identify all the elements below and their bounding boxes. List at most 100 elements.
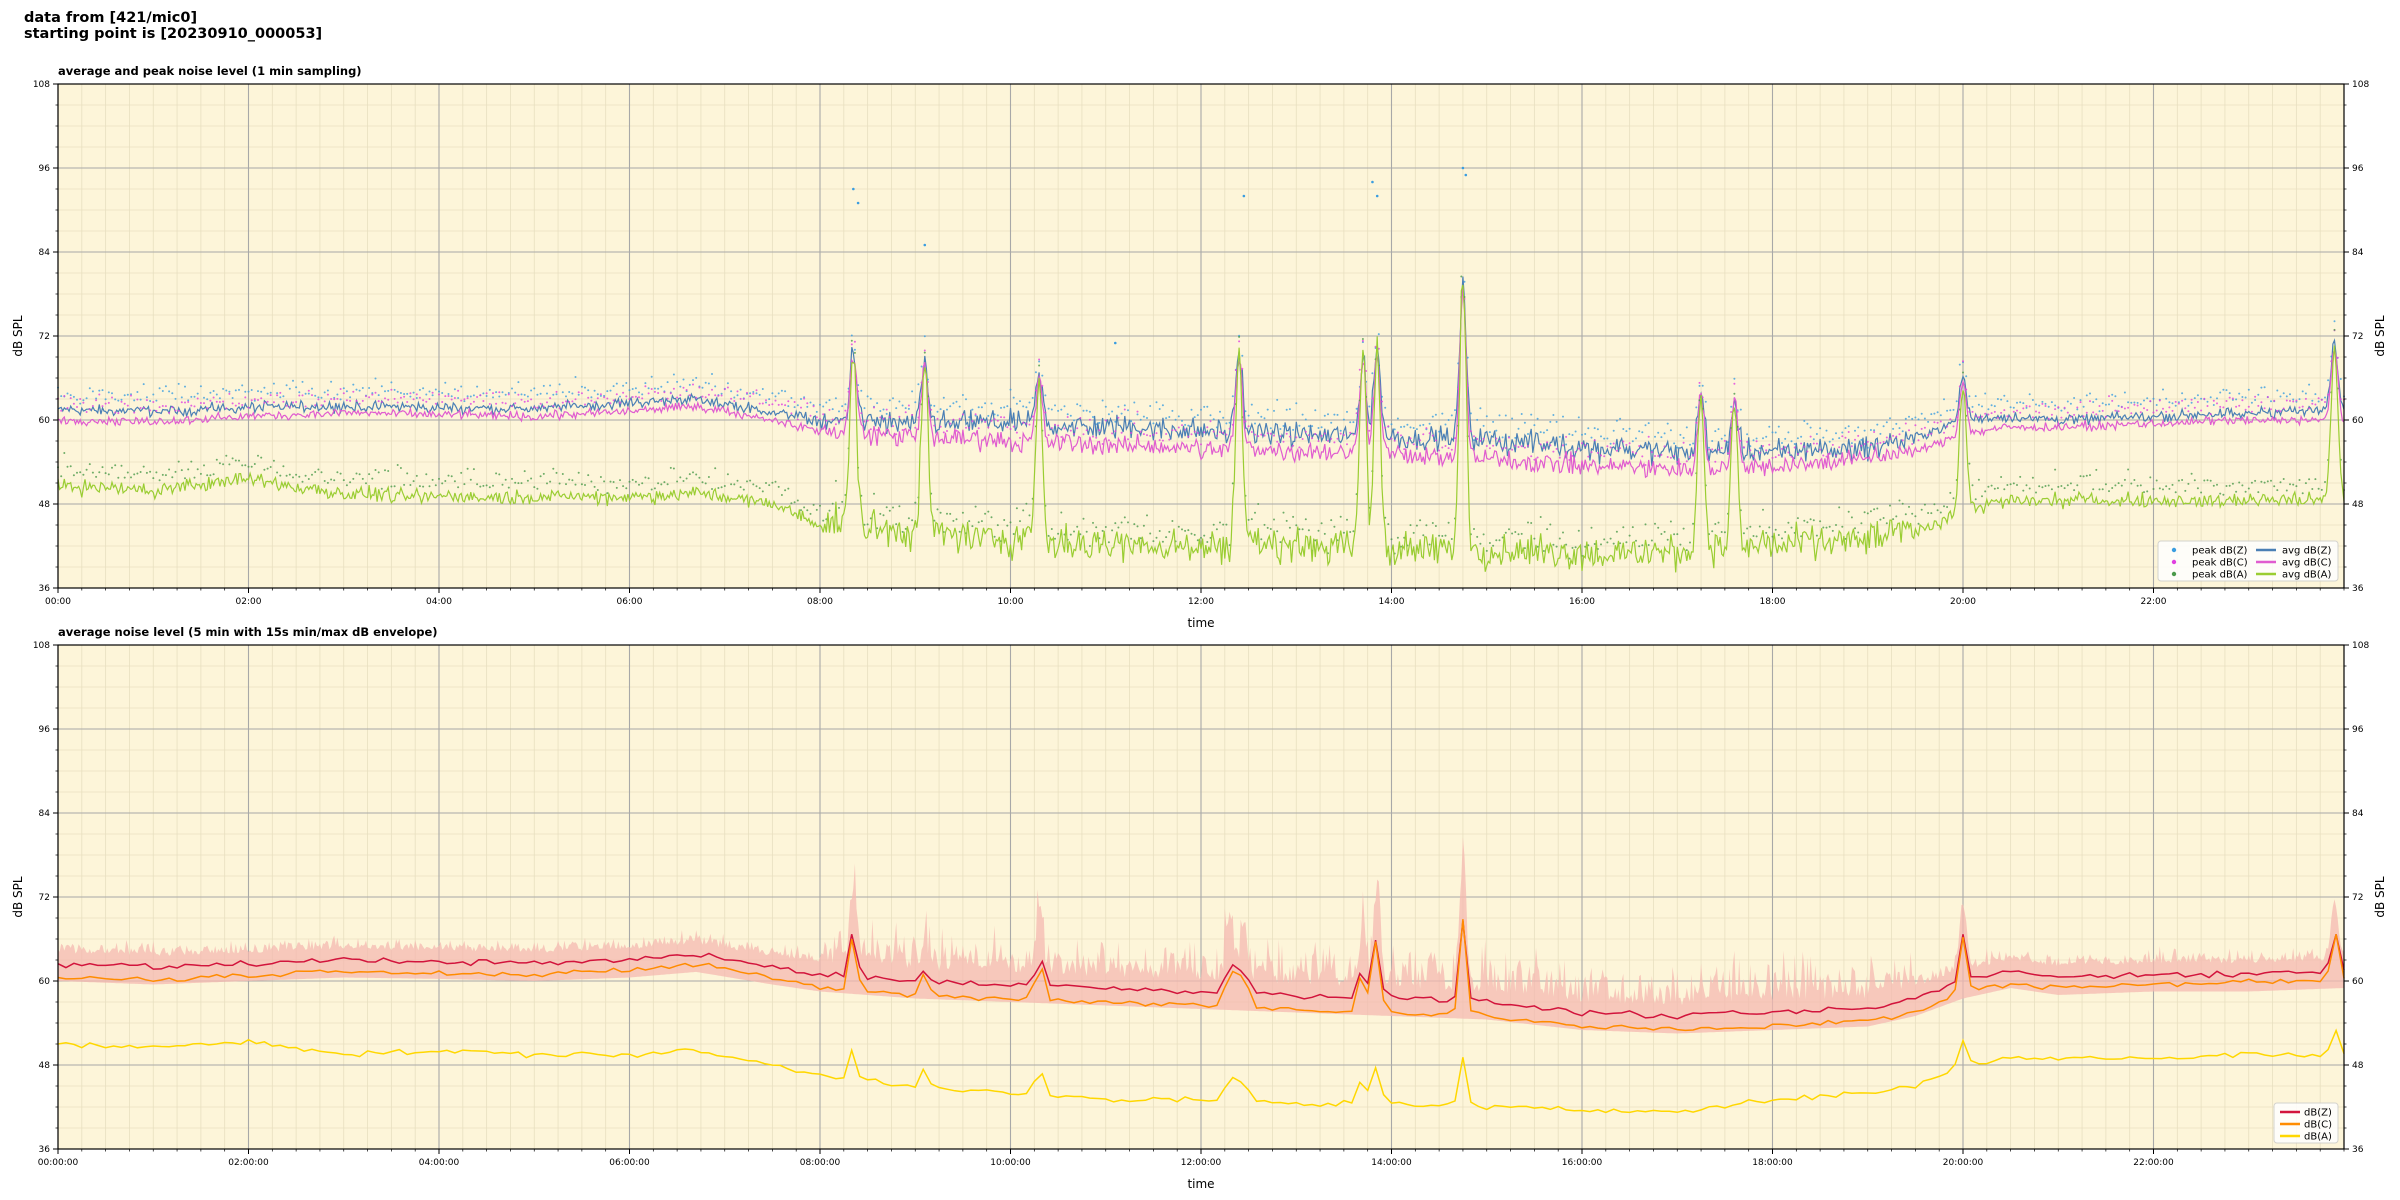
peak-point-a xyxy=(1190,532,1193,535)
peak-point-c xyxy=(723,388,726,391)
peak-point-z xyxy=(425,393,428,396)
peak-point-c xyxy=(961,413,964,416)
peak-point-a xyxy=(1006,524,1009,527)
peak-point-c xyxy=(1622,440,1625,443)
peak-point-z xyxy=(326,389,329,392)
peak-point-a xyxy=(530,477,533,480)
peak-point-c xyxy=(2082,415,2085,418)
peak-point-a xyxy=(1279,541,1282,544)
peak-point-z xyxy=(977,406,980,409)
peak-point-c xyxy=(1650,451,1653,454)
peak-point-a xyxy=(1860,522,1863,525)
peak-point-z xyxy=(593,389,596,392)
peak-point-a xyxy=(387,470,390,472)
y-tick-label-right: 48 xyxy=(2352,500,2364,510)
peak-point-a xyxy=(1292,515,1295,518)
peak-point-a xyxy=(606,492,609,495)
peak-point-a xyxy=(495,472,498,475)
peak-point-z xyxy=(1019,400,1021,403)
peak-point-c xyxy=(841,418,844,421)
peak-point-z xyxy=(418,388,421,391)
y-tick-label: 48 xyxy=(39,1061,51,1071)
peak-point-z xyxy=(838,410,840,413)
peak-point-z xyxy=(1733,377,1736,380)
peak-point-c xyxy=(1028,423,1031,426)
peak-point-a xyxy=(539,475,542,478)
peak-point-a xyxy=(1412,531,1415,534)
peak-point-c xyxy=(469,402,472,405)
y-tick-label-right: 96 xyxy=(2352,725,2364,735)
peak-point-z xyxy=(2333,320,2336,323)
peak-point-a xyxy=(1866,512,1869,515)
peak-point-c xyxy=(1228,427,1231,430)
peak-point-a xyxy=(1238,335,1241,338)
peak-point-z xyxy=(936,410,939,413)
peak-point-z xyxy=(1815,433,1818,435)
peak-point-a xyxy=(257,454,259,457)
peak-point-c xyxy=(1768,443,1771,446)
peak-point-c xyxy=(768,404,771,406)
peak-point-c xyxy=(2149,400,2152,403)
peak-point-c xyxy=(1476,438,1479,440)
peak-point-c xyxy=(958,417,961,420)
peak-point-c xyxy=(939,425,942,428)
legend-label: peak dB(A) xyxy=(2192,570,2248,581)
peak-point-c xyxy=(60,409,63,412)
peak-point-c xyxy=(695,396,698,399)
peak-point-c xyxy=(292,401,294,404)
peak-point-z xyxy=(292,379,294,382)
peak-point-z xyxy=(301,380,304,383)
peak-point-c xyxy=(1241,367,1244,370)
peak-point-c xyxy=(990,419,993,422)
peak-point-z xyxy=(2162,388,2164,391)
peak-point-c xyxy=(863,420,866,423)
peak-point-a xyxy=(155,471,158,474)
peak-point-c xyxy=(1933,421,1936,424)
peak-point-c xyxy=(904,411,907,414)
peak-point-z xyxy=(1292,428,1295,431)
peak-point-z xyxy=(323,391,326,394)
peak-point-c xyxy=(1689,456,1691,458)
peak-point-a xyxy=(939,511,942,514)
peak-point-c xyxy=(247,406,250,409)
peak-point-c xyxy=(450,398,453,401)
peak-point-a xyxy=(120,464,123,467)
peak-point-a xyxy=(923,351,926,354)
peak-point-a xyxy=(1577,529,1580,532)
peak-point-z xyxy=(822,405,825,408)
peak-point-c xyxy=(1527,444,1529,447)
peak-point-a xyxy=(1682,527,1685,530)
peak-point-a xyxy=(1679,543,1682,546)
peak-point-c xyxy=(85,411,88,413)
peak-point-z xyxy=(123,394,126,397)
peak-point-c xyxy=(1866,440,1869,443)
peak-point-c xyxy=(1425,427,1428,430)
peak-point-c xyxy=(1892,434,1895,437)
peak-point-a xyxy=(946,512,948,515)
peak-point-c xyxy=(428,398,431,400)
peak-point-a xyxy=(1419,519,1422,522)
peak-point-c xyxy=(533,406,536,409)
peak-point-a xyxy=(488,486,491,489)
peak-point-c xyxy=(901,429,904,431)
peak-point-c xyxy=(1873,431,1876,433)
peak-point-z xyxy=(2193,397,2196,400)
peak-point-z xyxy=(1666,422,1669,425)
peak-point-z xyxy=(596,393,599,396)
peak-point-z xyxy=(1714,430,1717,433)
peak-point-c xyxy=(1803,445,1806,448)
peak-point-z xyxy=(466,395,469,398)
peak-point-a xyxy=(1660,533,1663,535)
peak-point-z xyxy=(1260,415,1263,418)
peak-point-c xyxy=(1920,427,1923,430)
peak-point-c xyxy=(1806,450,1809,453)
peak-point-c xyxy=(2054,408,2057,411)
peak-point-z xyxy=(1593,427,1596,430)
peak-point-c xyxy=(688,394,691,397)
y-tick-label-right: 48 xyxy=(2352,1061,2364,1071)
peak-point-z xyxy=(1977,403,1980,406)
peak-point-c xyxy=(806,402,809,405)
peak-point-c xyxy=(1901,439,1904,442)
peak-point-a xyxy=(1104,526,1107,528)
peak-point-a xyxy=(663,481,666,484)
